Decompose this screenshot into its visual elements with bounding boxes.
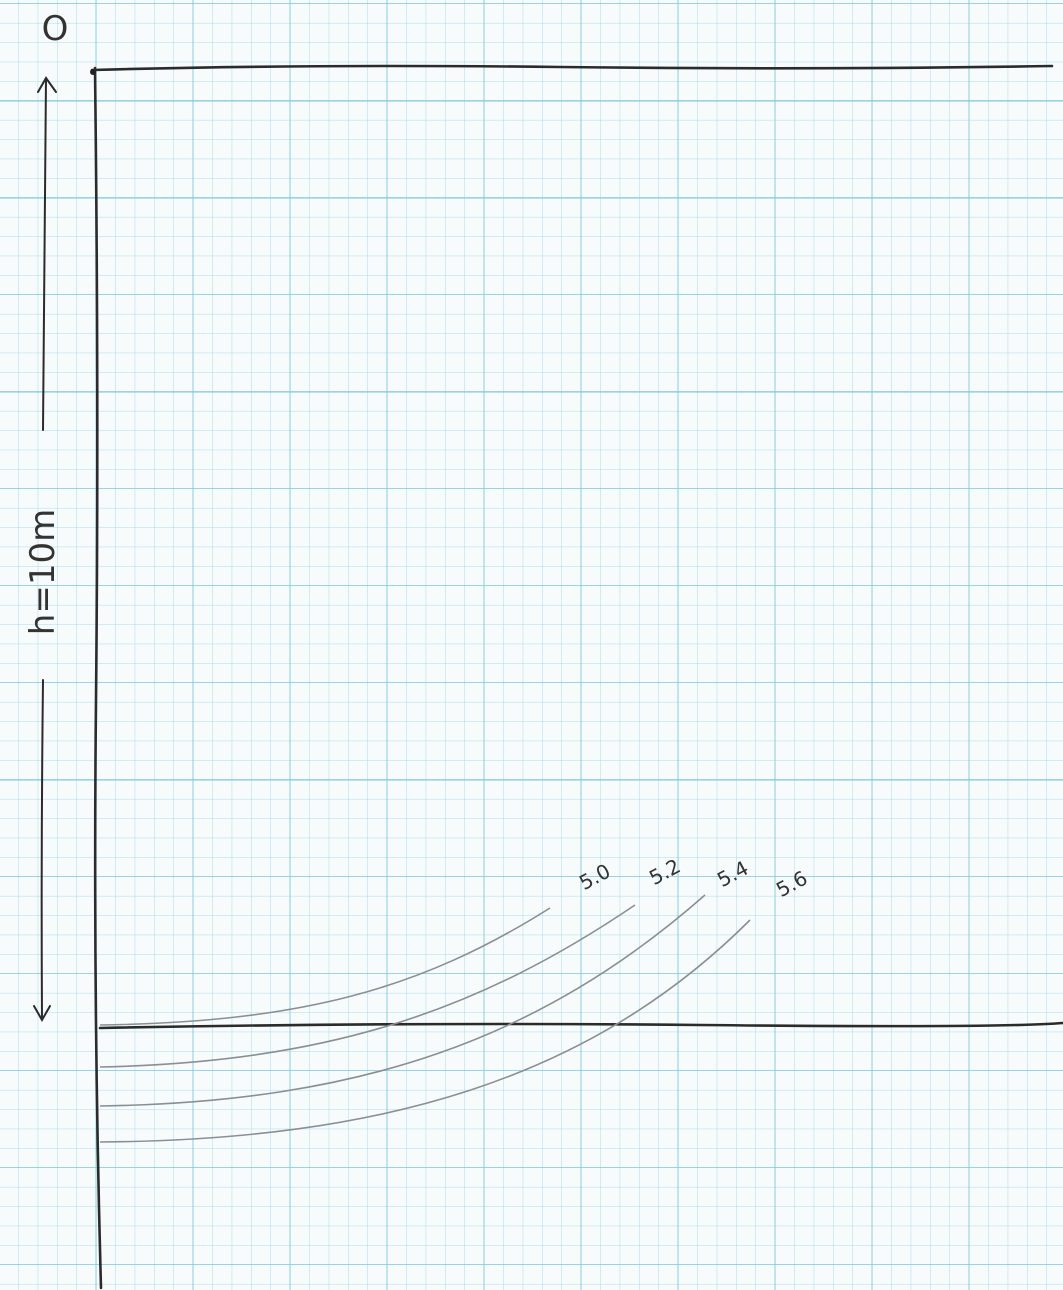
major-grid (0, 0, 1063, 1290)
origin-label: O (42, 9, 69, 49)
sketch: O h=10m 5.0 5.2 5.4 5.6 (0, 0, 1063, 1290)
page: {"labels": {"origin": "O", "height": "h=… (0, 0, 1063, 1290)
point (90, 69, 96, 75)
height-label: h=10m (23, 509, 63, 635)
